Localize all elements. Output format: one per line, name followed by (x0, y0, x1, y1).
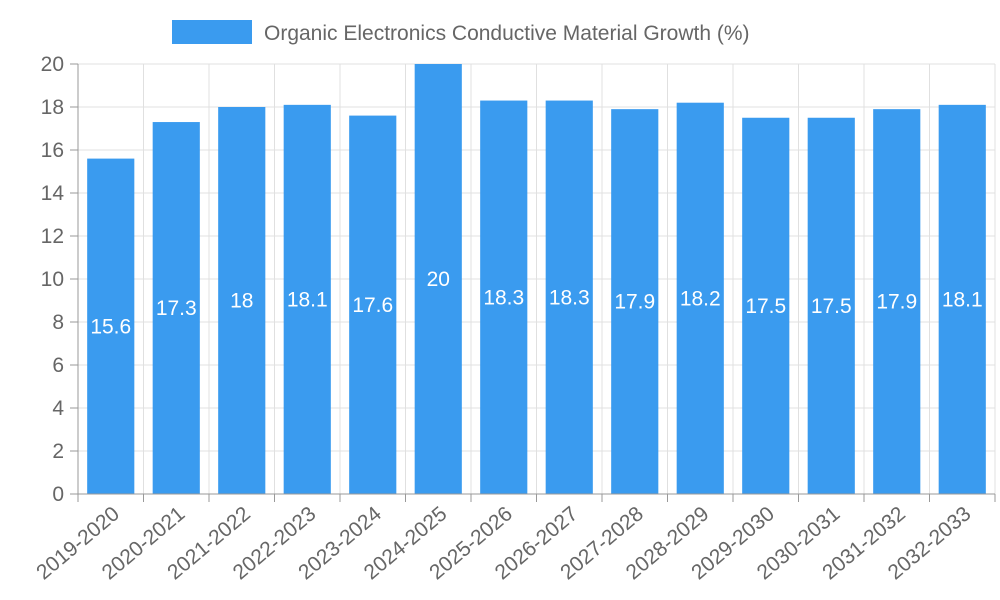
bars (87, 64, 986, 495)
bar-value-label: 17.5 (811, 295, 852, 318)
bar-value-label: 18.1 (287, 288, 328, 311)
bar[interactable] (873, 109, 921, 495)
bar-value-label: 18.1 (942, 288, 983, 311)
y-tick-label: 20 (41, 53, 64, 76)
bar[interactable] (218, 107, 266, 494)
bar[interactable] (676, 102, 724, 494)
bar-value-label: 18 (230, 290, 253, 313)
bar[interactable] (480, 100, 528, 495)
y-tick-label: 2 (52, 440, 64, 463)
bar[interactable] (283, 104, 331, 494)
bar-value-label: 18.2 (680, 287, 721, 310)
y-tick-label: 10 (41, 268, 64, 291)
bar[interactable] (152, 122, 200, 495)
bar-value-label: 15.6 (90, 315, 131, 338)
y-tick-label: 14 (41, 182, 65, 205)
y-tick-label: 16 (41, 139, 64, 162)
bar-value-label: 17.5 (745, 295, 786, 318)
bar[interactable] (807, 117, 855, 494)
bar[interactable] (414, 64, 462, 494)
y-tick-label: 8 (52, 311, 64, 334)
bar-value-label: 18.3 (483, 286, 524, 309)
data-labels: 15.6 17.3 18 18.1 17.6 20 18.3 18.3 17.9 18.2 17.5… (90, 268, 982, 338)
legend[interactable]: Organic Electronics Conductive Material … (172, 20, 750, 45)
bar[interactable] (611, 109, 659, 495)
y-tick-label: 12 (41, 225, 64, 248)
bar-value-label: 17.6 (352, 294, 393, 317)
y-tick-label: 0 (52, 483, 64, 506)
bar-value-label: 17.3 (156, 297, 197, 320)
gridlines (77, 63, 996, 495)
bar-value-label: 17.9 (876, 291, 917, 314)
bar[interactable] (938, 104, 986, 494)
bar[interactable] (742, 117, 790, 494)
y-tick-label: 18 (41, 96, 64, 119)
bar-value-label: 17.9 (614, 291, 655, 314)
legend-swatch (172, 20, 252, 44)
bar-value-label: 20 (427, 268, 450, 291)
bar-value-label: 18.3 (549, 286, 590, 309)
legend-label: Organic Electronics Conductive Material … (264, 22, 750, 45)
bar[interactable] (349, 115, 397, 494)
y-tick-label: 6 (52, 354, 64, 377)
bar[interactable] (545, 100, 593, 495)
y-tick-label: 4 (52, 397, 64, 420)
bar[interactable] (87, 158, 135, 494)
x-axis-ticks: 2019-20202020-20212021-20222022-20232023… (32, 494, 996, 584)
y-axis-ticks: 0 2 4 6 8 10 12 14 16 18 20 (41, 53, 78, 506)
